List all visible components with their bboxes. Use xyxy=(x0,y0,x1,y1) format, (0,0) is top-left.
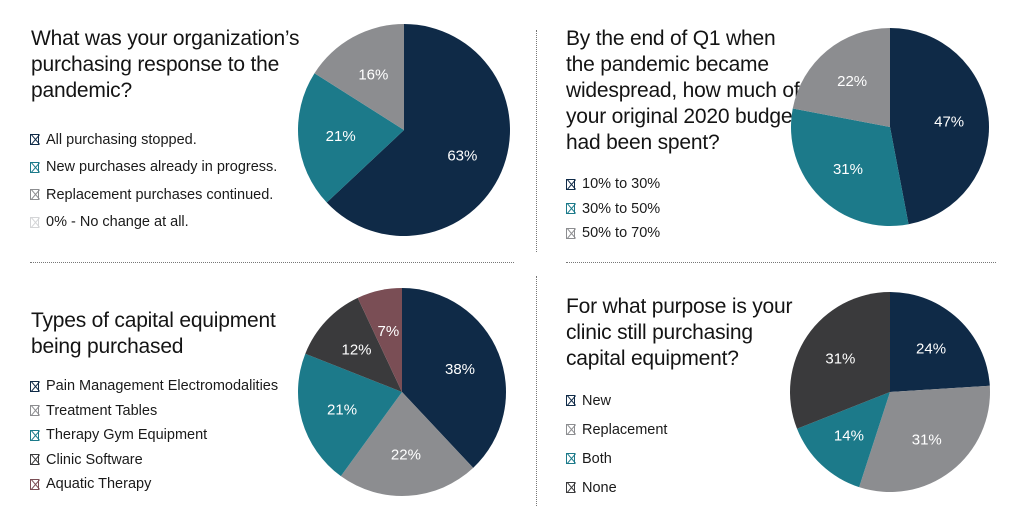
legend-swatch-icon xyxy=(30,380,39,392)
pie-slice xyxy=(402,288,506,468)
pie-slice xyxy=(298,73,404,203)
legend-item: Aquatic Therapy xyxy=(30,472,278,497)
pie-slice-label: 47% xyxy=(934,113,964,130)
chart-4-legend: New Replacement Both None xyxy=(566,386,667,502)
legend-swatch-icon xyxy=(566,178,575,190)
legend-swatch-icon xyxy=(566,453,575,464)
pie-slice-label: 21% xyxy=(327,401,357,418)
legend-swatch-icon xyxy=(566,203,575,215)
legend-label: None xyxy=(582,479,617,496)
legend-item: 10% to 30% xyxy=(566,172,660,197)
pie-slice xyxy=(357,288,402,392)
legend-label: Clinic Software xyxy=(46,451,143,468)
pie-slice-label: 21% xyxy=(326,128,356,145)
legend-label: Replacement purchases continued. xyxy=(46,186,274,203)
pie-slice-label: 12% xyxy=(341,341,371,358)
legend-swatch-icon xyxy=(30,405,39,417)
pie-slice-label: 22% xyxy=(391,446,421,463)
pie-slice-label: 31% xyxy=(912,431,942,448)
legend-item: Clinic Software xyxy=(30,448,278,473)
legend-item: Both xyxy=(566,444,667,473)
legend-swatch-icon xyxy=(566,395,575,406)
pie-slice xyxy=(298,353,402,477)
legend-label: 0% - No change at all. xyxy=(46,214,189,231)
legend-swatch-icon xyxy=(30,478,39,490)
legend-label: Both xyxy=(582,450,612,467)
pie-slice xyxy=(792,28,890,127)
legend-item: 30% to 50% xyxy=(566,197,660,222)
pie-slice xyxy=(326,24,510,236)
legend-item: New xyxy=(566,386,667,415)
legend-swatch-icon xyxy=(30,454,39,466)
chart-1-legend: All purchasing stopped. New purchases alr… xyxy=(30,126,277,236)
legend-item: Pain Management Electromodalities xyxy=(30,374,278,399)
legend-label: Therapy Gym Equipment xyxy=(46,427,208,444)
chart-2-legend: 10% to 30% 30% to 50% 50% to 70% xyxy=(566,172,660,246)
legend-swatch-icon xyxy=(566,227,575,239)
vertical-divider-top xyxy=(536,30,537,252)
legend-swatch-icon xyxy=(30,134,39,146)
pie-slice xyxy=(790,291,890,429)
vertical-divider-bottom xyxy=(536,276,537,506)
legend-item: New purchases already in progress. xyxy=(30,154,277,182)
legend-label: Aquatic Therapy xyxy=(46,476,152,493)
pie-slice-label: 38% xyxy=(445,361,475,378)
pie-slice-label: 14% xyxy=(834,428,864,445)
legend-label: Treatment Tables xyxy=(46,402,158,419)
legend-swatch-icon xyxy=(566,424,575,435)
pie-slice-label: 22% xyxy=(837,73,867,90)
legend-label: New xyxy=(582,392,612,409)
legend-item: 0% - No change at all. xyxy=(30,209,277,237)
pie-slice xyxy=(340,392,474,496)
legend-swatch-icon xyxy=(30,161,39,173)
chart-3-title: Types of capital equipment being purchas… xyxy=(31,309,276,358)
horizontal-divider-left xyxy=(30,262,514,263)
pie-slice-label: 31% xyxy=(833,161,863,178)
pie-slice-label: 63% xyxy=(447,147,477,164)
legend-label: New purchases already in progress. xyxy=(46,159,278,176)
pie-slice xyxy=(890,291,990,392)
chart-3-legend: Pain Management Electromodalities Treatme… xyxy=(30,374,278,497)
legend-item: Treatment Tables xyxy=(30,399,278,424)
pie-slice-label: 31% xyxy=(825,350,855,367)
legend-label: 10% to 30% xyxy=(582,176,661,193)
legend-label: 50% to 70% xyxy=(582,225,661,242)
legend-swatch-icon xyxy=(566,482,575,493)
pie-slice xyxy=(790,108,909,227)
pie-slice xyxy=(797,392,890,488)
legend-item: None xyxy=(566,473,667,502)
pie-slice-label: 7% xyxy=(378,323,400,340)
chart-1-title: What was your organization’s purchasing … xyxy=(31,27,300,102)
legend-item: All purchasing stopped. xyxy=(30,126,277,154)
legend-swatch-icon xyxy=(30,216,39,228)
horizontal-divider-right xyxy=(566,262,996,263)
pie-slice-label: 24% xyxy=(916,340,946,357)
legend-item: Replacement xyxy=(566,415,667,444)
legend-label: Replacement xyxy=(582,421,668,438)
legend-item: 50% to 70% xyxy=(566,221,660,246)
legend-label: Pain Management Electromodalities xyxy=(46,378,279,395)
pie-slice xyxy=(305,297,402,392)
chart-2-title: By the end of Q1 when the pandemic becam… xyxy=(566,27,800,154)
legend-item: Therapy Gym Equipment xyxy=(30,423,278,448)
pie-slice-label: 16% xyxy=(358,66,388,83)
pie-slice xyxy=(314,23,404,130)
legend-item: Replacement purchases continued. xyxy=(30,181,277,209)
chart-4-title: For what purpose is your clinic still pu… xyxy=(566,295,793,370)
pie-slice xyxy=(859,385,990,492)
legend-swatch-icon xyxy=(30,429,39,441)
legend-label: All purchasing stopped. xyxy=(46,131,197,148)
legend-label: 30% to 50% xyxy=(582,200,661,217)
pie-slice xyxy=(890,28,989,225)
legend-swatch-icon xyxy=(30,189,39,201)
